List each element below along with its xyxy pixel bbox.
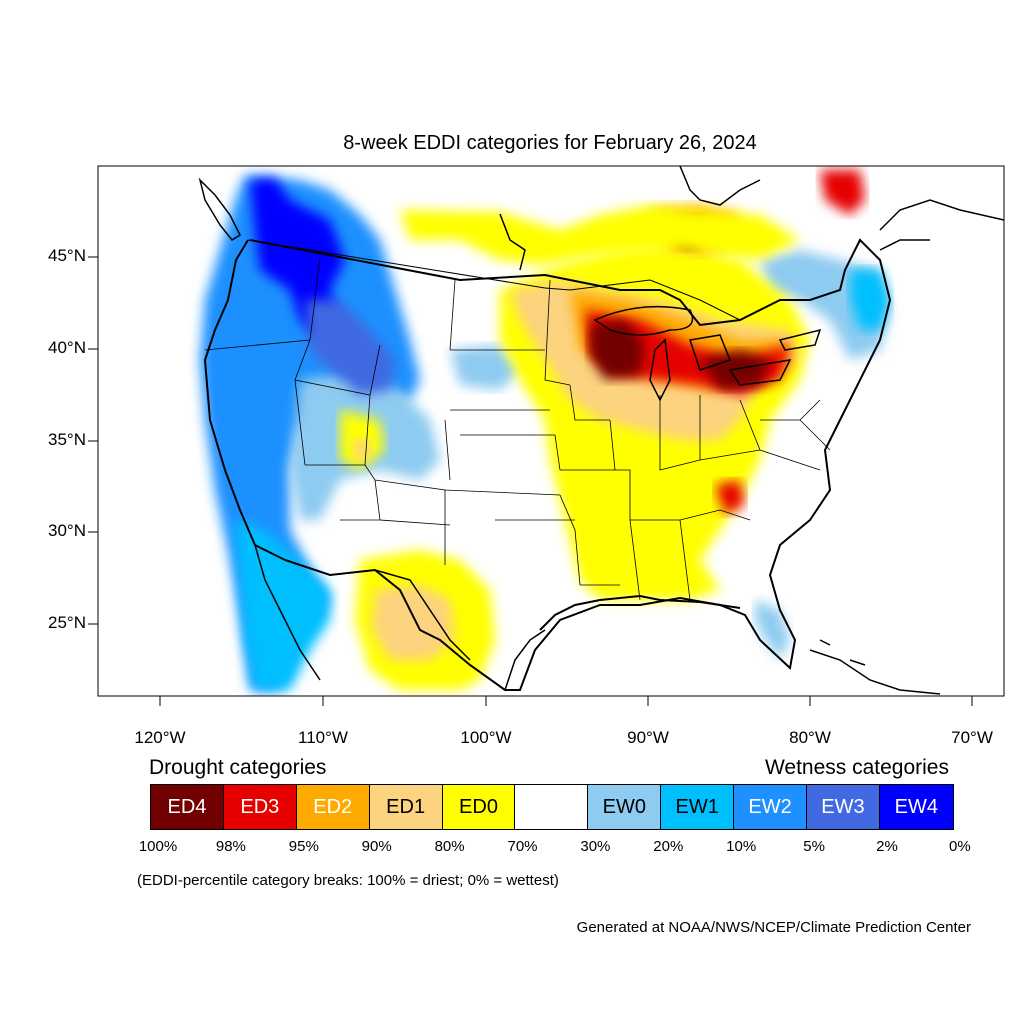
percentile-tick-label: 95% bbox=[288, 838, 319, 855]
percentile-tick-label: 90% bbox=[361, 838, 392, 855]
category-field bbox=[200, 170, 890, 690]
dry-north bbox=[400, 205, 800, 265]
percentile-tick-label: 30% bbox=[580, 838, 611, 855]
vancouver-island bbox=[198, 177, 241, 241]
axis-ticks bbox=[88, 256, 973, 706]
legend-cell-ed4: ED4 bbox=[151, 785, 224, 829]
category-legend-bar: ED4 ED3 ED2 ED1 ED0 EW0 EW1 EW2 EW3 EW4 bbox=[150, 784, 954, 830]
wet-core-idaho bbox=[305, 300, 395, 395]
wet-northeast-deep bbox=[850, 270, 890, 330]
hudson-bay-north bbox=[679, 166, 761, 206]
wet-plains bbox=[450, 345, 520, 390]
legend-cell-ew0: EW0 bbox=[588, 785, 662, 829]
wetness-categories-heading: Wetness categories bbox=[764, 756, 949, 779]
lon-label-120w: 120°W bbox=[134, 728, 186, 747]
dry-ed1-fourcorners bbox=[352, 438, 372, 460]
lat-label-25n: 25°N bbox=[48, 613, 86, 632]
lat-label-30n: 30°N bbox=[48, 521, 86, 540]
legend-cell-ed0: ED0 bbox=[442, 785, 516, 829]
dry-georgia bbox=[715, 480, 745, 515]
legend-cell-ed1: ED1 bbox=[369, 785, 443, 829]
legend-cell-normal bbox=[515, 785, 589, 829]
lat-label-40n: 40°N bbox=[48, 338, 86, 357]
canada-northeast-coast bbox=[879, 199, 1004, 251]
lon-label-80w: 80°W bbox=[789, 728, 831, 747]
legend-cell-ed3: ED3 bbox=[223, 785, 297, 829]
percentile-tick-label: 80% bbox=[434, 838, 465, 855]
map-frame bbox=[97, 165, 1005, 697]
lon-label-110w: 110°W bbox=[298, 728, 348, 747]
map-title: 8-week EDDI categories for February 26, … bbox=[343, 132, 757, 154]
legend-cell-ew2: EW2 bbox=[734, 785, 808, 829]
percentile-tick-label: 0% bbox=[949, 838, 971, 855]
wet-southwest bbox=[235, 520, 330, 690]
lon-label-90w: 90°W bbox=[627, 728, 669, 747]
lat-label-35n: 35°N bbox=[48, 430, 86, 449]
legend-cell-ew3: EW3 bbox=[807, 785, 880, 829]
lake-winnipeg-area bbox=[499, 213, 526, 271]
credit-line: Generated at NOAA/NWS/NCEP/Climate Predi… bbox=[576, 919, 971, 936]
wet-florida bbox=[755, 600, 790, 660]
legend-cell-ew4: EW4 bbox=[879, 785, 953, 829]
percentile-tick-label: 5% bbox=[803, 838, 825, 855]
cuba-bahamas bbox=[809, 639, 941, 695]
category-breaks-note: (EDDI-percentile category breaks: 100% =… bbox=[137, 872, 559, 889]
legend-cell-ew1: EW1 bbox=[661, 785, 735, 829]
lon-label-70w: 70°W bbox=[951, 728, 993, 747]
lat-label-45n: 45°N bbox=[48, 246, 86, 265]
us-outline bbox=[203, 238, 892, 691]
percentile-tick-label: 70% bbox=[507, 838, 538, 855]
great-lakes bbox=[593, 305, 822, 402]
percentile-tick-label: 10% bbox=[726, 838, 757, 855]
mexico-gulf-coast bbox=[504, 629, 546, 691]
legend-cell-ed2: ED2 bbox=[296, 785, 370, 829]
percentile-tick-label: 2% bbox=[876, 838, 898, 855]
percentile-tick-label: 20% bbox=[653, 838, 684, 855]
gulf-coast-detail bbox=[539, 594, 741, 631]
dry-nova-scotia bbox=[820, 170, 865, 215]
dry-ed4-michigan bbox=[700, 350, 770, 390]
percentile-tick-label: 98% bbox=[215, 838, 246, 855]
canada-border bbox=[247, 239, 741, 321]
state-lines bbox=[204, 257, 831, 601]
drought-categories-heading: Drought categories bbox=[149, 756, 327, 779]
lon-label-100w: 100°W bbox=[460, 728, 512, 747]
dry-ed1-southwest bbox=[372, 585, 455, 660]
boundaries bbox=[198, 166, 1004, 695]
percentile-tick-label: 100% bbox=[138, 838, 178, 855]
mexico-border bbox=[284, 559, 471, 661]
wet-core-northwest bbox=[250, 178, 345, 340]
baja-peninsula bbox=[254, 544, 321, 681]
